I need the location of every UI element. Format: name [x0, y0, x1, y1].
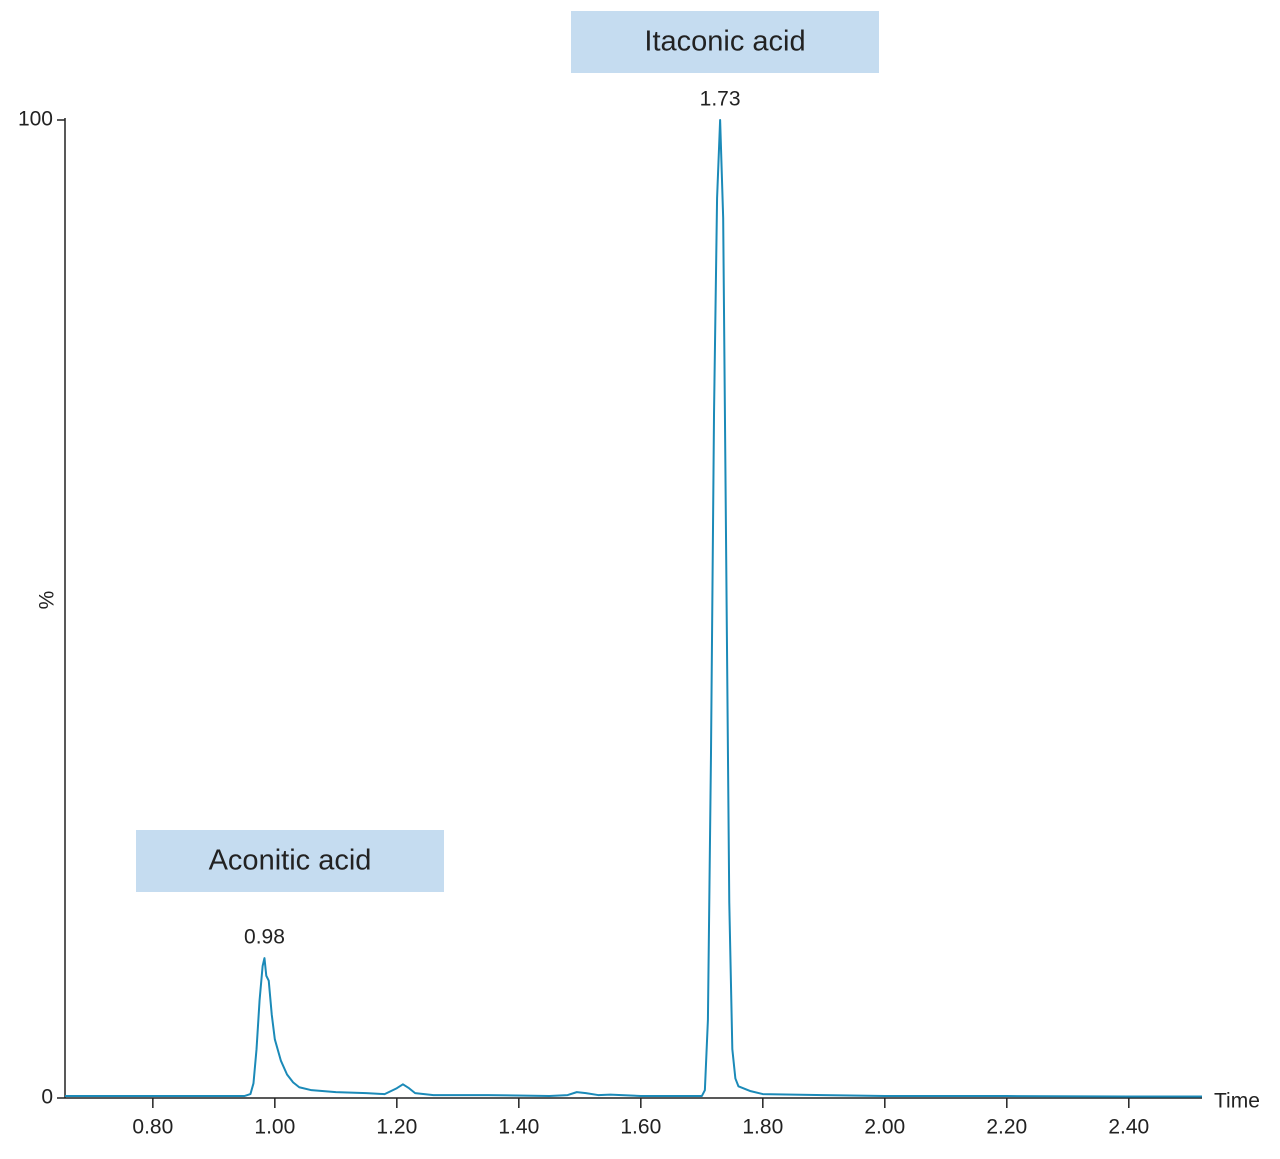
x-tick-label: 2.40	[1108, 1116, 1149, 1139]
peak-label: 1.73	[700, 88, 741, 111]
compound-label: Aconitic acid	[209, 845, 372, 877]
x-tick-label: 1.00	[254, 1116, 295, 1139]
y-tick-label: 0	[41, 1086, 53, 1109]
label-box	[136, 830, 444, 892]
y-tick-label: 100	[18, 108, 53, 131]
x-tick-label: 2.20	[986, 1116, 1027, 1139]
x-tick-label: 2.00	[864, 1116, 905, 1139]
data-line	[65, 119, 1202, 1098]
label-box	[571, 11, 879, 73]
x-tick-label: 1.80	[742, 1116, 783, 1139]
x-tick-label: 0.80	[132, 1116, 173, 1139]
y-axis-label: %	[36, 591, 59, 610]
x-axis-label: Time	[1214, 1090, 1260, 1113]
compound-label: Itaconic acid	[644, 26, 805, 58]
x-tick-label: 1.40	[498, 1116, 539, 1139]
peak-label: 0.98	[244, 926, 285, 949]
x-tick-label: 1.20	[376, 1116, 417, 1139]
x-tick-label: 1.60	[620, 1116, 661, 1139]
